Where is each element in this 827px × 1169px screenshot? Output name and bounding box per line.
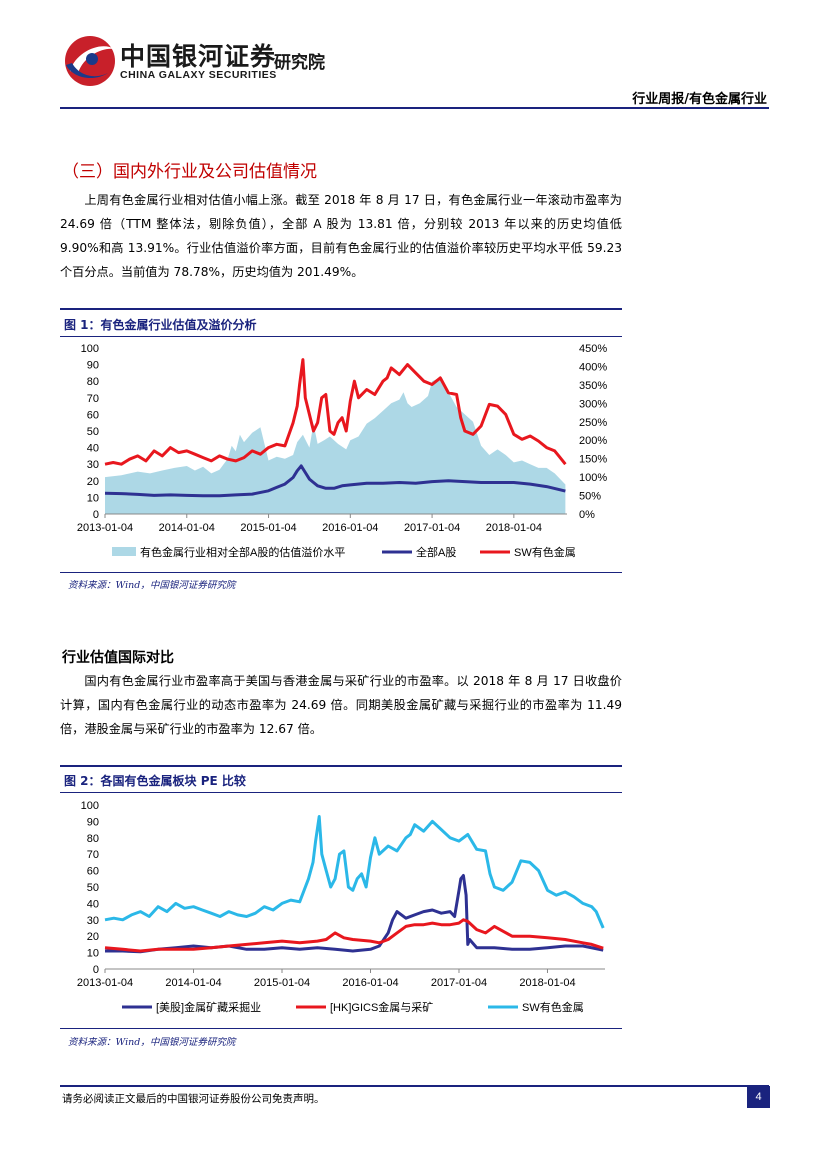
x-tick-label: 2013-01-04	[77, 522, 133, 534]
x-tick-label: 2018-01-04	[486, 522, 542, 534]
y-tick-label: 60	[87, 866, 99, 878]
x-tick-label: 2014-01-04	[159, 522, 215, 534]
y2-tick-label: 50%	[579, 491, 601, 503]
y-tick-label: 20	[87, 931, 99, 943]
y-tick-label: 90	[87, 816, 99, 828]
figure1-bottom-rule	[60, 572, 622, 573]
y2-tick-label: 300%	[579, 398, 607, 410]
y-tick-label: 50	[87, 882, 99, 894]
report-type: 行业周报/有色金属行业	[632, 92, 767, 107]
legend-label: SW有色金属	[522, 1000, 584, 1014]
x-tick-label: 2017-01-04	[431, 977, 487, 989]
legend-label: SW有色金属	[514, 545, 576, 559]
figure1-caption: 图 1：有色金属行业估值及溢价分析	[64, 318, 257, 332]
y2-tick-label: 0%	[579, 509, 595, 521]
figure1-chart: 0 10 20 30 40 50 60 70 80 90 100 0% 50% 100% 150% 200% 2…	[77, 343, 607, 559]
logo-english-name: CHINA GALAXY SECURITIES	[120, 69, 277, 81]
y-tick-label: 10	[87, 492, 99, 504]
y-tick-label: 80	[87, 833, 99, 845]
company-logo: 中国银河证券 CHINA GALAXY SECURITIES 研究院	[62, 33, 362, 93]
figure1-top-rule	[60, 308, 622, 310]
galaxy-logo-icon	[65, 36, 115, 86]
x-tick-label: 2015-01-04	[240, 522, 296, 534]
x-tick-label: 2014-01-04	[165, 977, 221, 989]
paragraph-international: 国内有色金属行业市盈率高于美国与香港金属与采矿行业的市盈率。以 2018 年 8…	[60, 669, 622, 741]
figure2-chart: 0 10 20 30 40 50 60 70 80 90 100 2013-01-04 2014-01-…	[77, 800, 605, 1014]
x-tick-label: 2013-01-04	[77, 977, 133, 989]
y-tick-label: 30	[87, 459, 99, 471]
y-tick-label: 70	[87, 849, 99, 861]
figure2-caption-rule	[60, 792, 622, 793]
x-tick-label: 2015-01-04	[254, 977, 310, 989]
y-tick-label: 20	[87, 476, 99, 488]
x-tick-label: 2016-01-04	[322, 522, 378, 534]
figure2-top-rule	[60, 765, 622, 767]
y-tick-label: 100	[81, 343, 99, 355]
y-tick-label: 10	[87, 948, 99, 960]
section-title: （三）国内外行业及公司估值情况	[62, 162, 317, 182]
series-line-2	[104, 358, 567, 466]
figure1-source: 资料来源：Wind，中国银河证券研究院	[68, 580, 236, 591]
y-tick-label: 50	[87, 426, 99, 438]
y-tick-label: 80	[87, 376, 99, 388]
subsection-title: 行业估值国际对比	[62, 650, 174, 666]
logo-chinese-name: 中国银河证券	[120, 42, 277, 71]
y2-tick-label: 450%	[579, 343, 607, 355]
paragraph-text: 国内有色金属行业市盈率高于美国与香港金属与采矿行业的市盈率。以 2018 年 8…	[60, 674, 622, 736]
legend-label: 有色金属行业相对全部A股的估值溢价水平	[140, 545, 345, 559]
y-tick-label: 90	[87, 360, 99, 372]
y-tick-label: 40	[87, 898, 99, 910]
figure2-bottom-rule	[60, 1028, 622, 1029]
legend-label: [HK]GICS金属与采矿	[330, 1000, 433, 1014]
y-tick-label: 0	[93, 509, 99, 521]
y2-tick-label: 250%	[579, 417, 607, 429]
legend-swatch	[112, 547, 136, 556]
legend-label: 全部A股	[416, 545, 456, 559]
y2-tick-label: 400%	[579, 361, 607, 373]
y-tick-label: 70	[87, 393, 99, 405]
figure2-source: 资料来源：Wind，中国银河证券研究院	[68, 1037, 236, 1048]
y2-tick-label: 150%	[579, 454, 607, 466]
legend-label: [美股]金属矿藏采掘业	[156, 1000, 261, 1014]
footer-divider	[60, 1085, 769, 1087]
y-tick-label: 0	[93, 964, 99, 976]
series-line-2	[104, 815, 605, 929]
y2-tick-label: 200%	[579, 435, 607, 447]
y2-tick-label: 350%	[579, 380, 607, 392]
y-tick-label: 100	[81, 800, 99, 812]
y-tick-label: 30	[87, 915, 99, 927]
x-tick-label: 2018-01-04	[519, 977, 575, 989]
x-tick-label: 2017-01-04	[404, 522, 460, 534]
paragraph-text: 上周有色金属行业相对估值小幅上涨。截至 2018 年 8 月 17 日，有色金属…	[60, 193, 622, 279]
figure2-caption: 图 2：各国有色金属板块 PE 比较	[64, 774, 246, 788]
x-tick-label: 2016-01-04	[342, 977, 398, 989]
footer-disclaimer: 请务必阅读正文最后的中国银河证券股份公司免责声明。	[62, 1093, 325, 1105]
paragraph-valuation: 上周有色金属行业相对估值小幅上涨。截至 2018 年 8 月 17 日，有色金属…	[60, 188, 622, 284]
header-divider	[60, 107, 769, 109]
series-line-1	[104, 918, 604, 953]
figure1-caption-rule	[60, 336, 622, 337]
series-line-1	[104, 464, 566, 498]
y-tick-label: 40	[87, 443, 99, 455]
y2-tick-label: 100%	[579, 472, 607, 484]
page-number: 4	[747, 1086, 770, 1108]
y-tick-label: 60	[87, 409, 99, 421]
logo-institute: 研究院	[274, 53, 325, 73]
